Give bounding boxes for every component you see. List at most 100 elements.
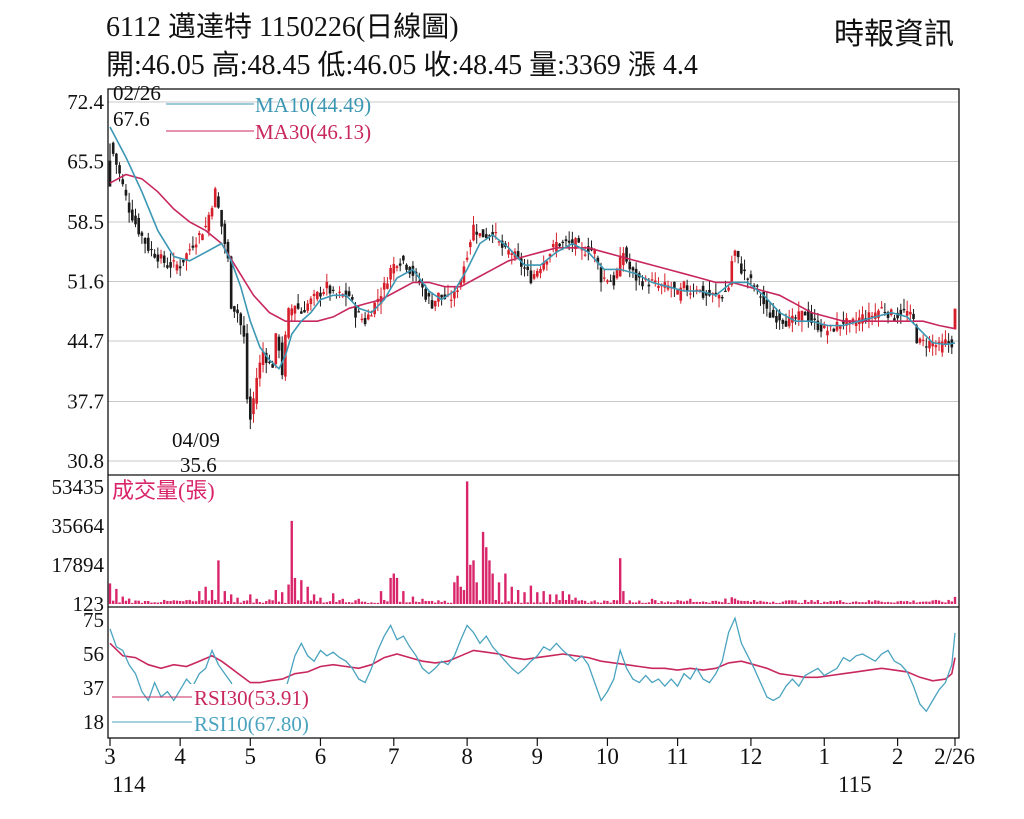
volume-bar [880,601,883,604]
volume-bar [580,600,584,604]
candle-body [577,238,581,243]
candle-body [338,291,341,293]
candle-body [280,342,284,376]
candle-body [140,232,144,236]
volume-bar [462,590,466,604]
rsi-legend-backdrop [190,684,338,736]
candle-body [229,256,233,309]
candle-body [682,281,686,289]
volume-bar [124,600,128,604]
candle-body [287,308,290,338]
price-tick-label: 72.4 [67,90,104,114]
volume-bar [172,600,175,604]
volume-bar [516,590,520,604]
candle-body [593,249,596,254]
candle-body [268,361,271,363]
volume-bar [816,600,820,604]
candle-body [386,283,389,289]
volume-bar [198,591,201,604]
candle-body [937,341,941,344]
rsi10-legend: RSI10(67.80) [194,712,309,736]
candle-body [953,308,957,330]
candle-body [242,325,246,337]
candle-body [765,299,769,309]
volume-bar [220,602,223,604]
volume-bar [784,600,788,604]
volume-bar [618,558,622,604]
candle-body [427,293,431,297]
volume-bar [335,601,338,604]
candle-body [679,287,683,301]
candle-body [800,310,804,323]
candle-body [822,325,826,329]
volume-bar [182,601,185,604]
candle-body [720,296,724,299]
candle-body [516,251,520,258]
candle-body [146,237,150,251]
volume-bar [430,600,434,604]
volume-bar [296,600,300,604]
candle-body [245,333,249,400]
volume-bar [743,601,746,604]
volume-bar [201,600,204,604]
candle-body [500,240,504,248]
candle-body [816,320,820,331]
volume-bar [890,602,893,604]
candle-body [548,254,552,257]
candle-body [433,300,437,307]
candle-body [893,318,896,322]
candle-body [449,299,453,301]
volume-bar [679,600,682,604]
volume-bar [676,600,679,604]
rsi-panel: 75 56 37 18 RSI30(53.91) RSI10(67.80) [83,608,956,736]
volume-bar [823,601,826,604]
candle-body [759,296,762,298]
volume-bar [711,600,714,604]
volume-bar [389,577,392,604]
volume-bar [223,591,226,604]
volume-tick-label: 123 [73,592,105,616]
volume-bar [194,601,198,604]
candle-body [300,311,303,314]
volume-bar [685,600,689,604]
candle-body [478,233,482,237]
volume-bar [596,602,600,604]
rsi-tick-label: 75 [83,608,104,632]
candle-body [226,241,230,259]
volume-bar [721,602,724,604]
candle-body [768,312,772,318]
candle-body [392,264,396,274]
x-tick-label: 11 [667,744,689,769]
candle-body [861,314,864,324]
volume-bar [242,600,246,604]
candle-body [896,312,899,319]
volume-bar [625,602,628,604]
volume-bar [131,602,134,604]
candle-body [223,223,227,245]
candle-body [459,279,463,286]
ma30-line [109,173,956,330]
candle-body [813,318,816,320]
volume-bar [905,601,909,604]
volume-bar [663,602,667,604]
volume-bar [300,580,303,604]
candle-body [819,324,823,332]
candle-body [249,396,252,420]
candle-body [197,233,201,236]
candle-body [526,266,530,270]
candle-body [832,328,836,332]
volume-bar [934,599,938,604]
candle-body [539,269,542,274]
candle-body [252,398,255,415]
volume-bar [465,481,469,604]
volume-bar [376,602,380,604]
candle-body [274,333,278,365]
volume-bar [564,600,568,604]
candle-body [131,209,134,221]
candle-body [484,234,488,238]
candle-body [781,320,785,324]
volume-bar [312,594,316,604]
volume-bar [778,602,781,604]
candle-body [918,338,922,343]
